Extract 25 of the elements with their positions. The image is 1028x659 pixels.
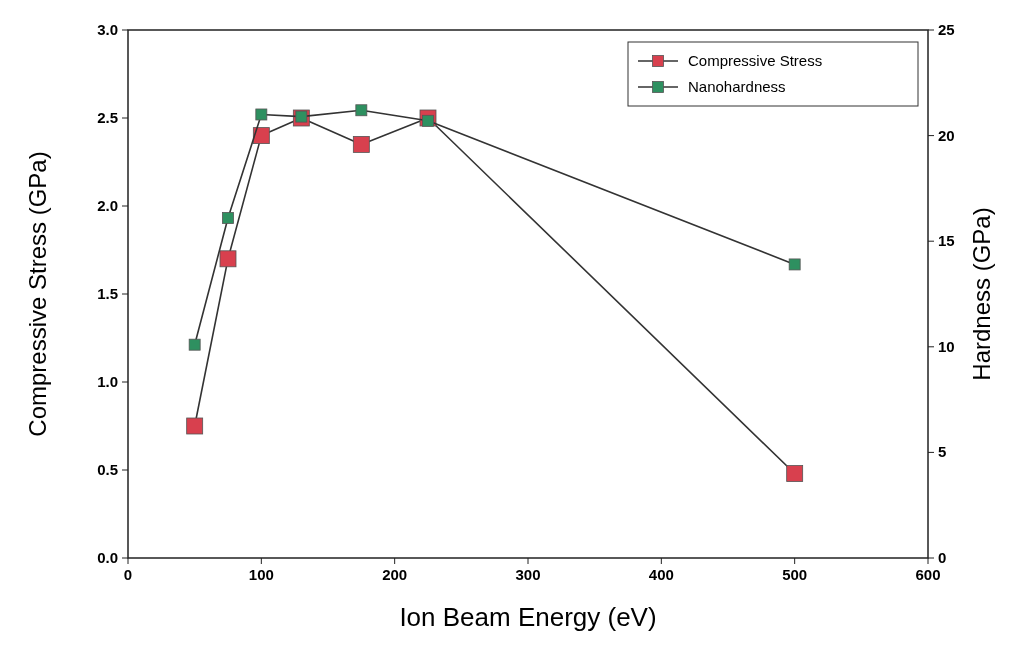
y2-axis-title: Hardness (GPa) (968, 207, 995, 381)
x-tick-label: 300 (515, 566, 541, 583)
y2-tick-label: 0 (938, 549, 947, 566)
legend-label: Compressive Stress (688, 52, 823, 69)
y-tick-label: 0.0 (97, 549, 118, 566)
y-axis-title: Compressive Stress (GPa) (24, 151, 51, 437)
y2-tick-label: 20 (938, 126, 955, 144)
y2-tick-label: 15 (938, 232, 955, 250)
x-tick-label: 200 (382, 566, 408, 583)
x-tick-label: 500 (782, 566, 808, 583)
x-tick-label: 0 (123, 566, 133, 583)
y2-tick-label: 25 (938, 21, 955, 38)
y-tick-label: 0.5 (97, 461, 118, 478)
y-tick-label: 2.5 (97, 109, 118, 126)
y-tick-label: 1.5 (97, 285, 118, 302)
y-tick-label: 1.0 (97, 373, 118, 390)
legend-label: Nanohardness (688, 78, 786, 95)
y2-tick-label: 10 (938, 337, 955, 355)
x-tick-label: 600 (915, 566, 941, 583)
x-tick-label: 100 (248, 566, 274, 583)
y-tick-label: 2.0 (97, 197, 118, 214)
y2-tick-label: 5 (938, 443, 947, 461)
x-tick-label: 400 (648, 566, 674, 583)
x-axis-title: Ion Beam Energy (eV) (399, 602, 657, 632)
y-tick-label: 3.0 (97, 21, 118, 38)
